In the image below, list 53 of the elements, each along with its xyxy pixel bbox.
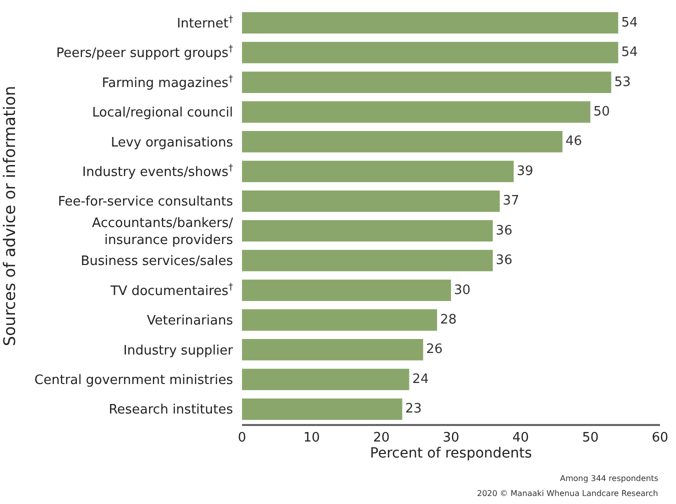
data-label: 36 — [496, 223, 512, 238]
y-tick-label: Farming magazines$^{†}$ — [102, 74, 234, 91]
bar — [242, 72, 612, 93]
y-tick-label: Peers/peer support groups$^{†}$ — [56, 44, 234, 62]
data-label: 23 — [405, 402, 422, 417]
data-label: 26 — [426, 342, 443, 358]
x-axis-title: Percent of respondents — [370, 446, 532, 462]
y-tick-label: Accountants/bankers/ insurance providers — [92, 216, 234, 248]
y-tick-label: Local/regional council — [92, 106, 233, 121]
bar — [242, 398, 402, 420]
data-label: 54 — [621, 45, 638, 60]
y-tick-label: Fee-for-service consultants — [58, 194, 234, 210]
bar — [242, 280, 451, 301]
bar — [242, 190, 500, 212]
x-tick-label: 10 — [303, 430, 320, 446]
data-label: 37 — [502, 194, 520, 209]
y-tick-label: Industry events/shows$^{†}$ — [82, 164, 234, 180]
data-label: 36 — [496, 253, 512, 268]
y-tick-label: Veterinarians — [146, 314, 234, 329]
bar — [242, 160, 514, 182]
y-tick-label: Central government ministries — [34, 372, 234, 388]
data-label: 54 — [621, 15, 638, 30]
y-tick-label: Levy organisations — [110, 135, 234, 150]
data-label: 30 — [454, 282, 471, 298]
x-tick-label: 20 — [373, 430, 390, 446]
y-tick-label: Business services/sales — [80, 254, 234, 270]
data-label: 39 — [516, 164, 534, 179]
data-label: 24 — [412, 372, 429, 387]
bar — [242, 309, 438, 331]
x-tick-label: 40 — [512, 430, 529, 446]
bar — [242, 101, 590, 123]
bar — [242, 339, 424, 360]
bar — [242, 42, 618, 64]
bar — [242, 368, 410, 390]
data-label: 53 — [614, 74, 631, 90]
bar — [242, 131, 562, 152]
y-tick-label: Internet$^{†}$ — [176, 14, 234, 32]
y-tick-label: TV documentaires$^{†}$ — [109, 282, 234, 299]
bar — [242, 220, 493, 242]
text: 2020 © Manaaki Whenua Landcare Research — [477, 489, 658, 498]
y-tick-label: Industry supplier — [123, 343, 234, 358]
x-tick-label: 50 — [582, 430, 599, 446]
x-tick-label: 30 — [442, 430, 460, 446]
data-label: 28 — [440, 312, 457, 328]
y-tick-label: Research institutes — [108, 402, 234, 418]
bar — [242, 250, 493, 272]
data-label: 50 — [593, 104, 610, 120]
x-tick-label: 60 — [652, 430, 668, 446]
bar — [242, 12, 618, 34]
text: Among 344 respondents — [560, 474, 658, 483]
y-axis-title: Sources of advice or information — [0, 86, 19, 346]
data-label: 46 — [565, 134, 582, 150]
x-tick-label: 0 — [238, 430, 246, 446]
